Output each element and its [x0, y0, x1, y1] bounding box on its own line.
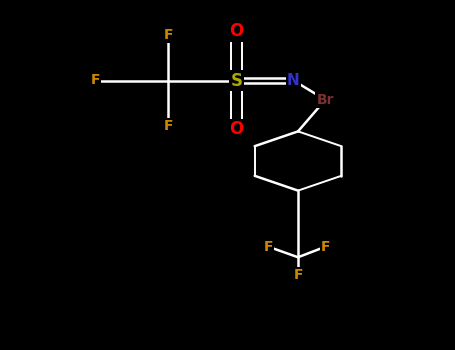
Text: F: F [164, 119, 173, 133]
Text: F: F [293, 268, 303, 282]
Text: F: F [321, 240, 330, 254]
Text: S: S [231, 71, 243, 90]
Text: Br: Br [317, 93, 334, 107]
Text: F: F [91, 74, 100, 88]
Text: F: F [164, 28, 173, 42]
Text: O: O [229, 22, 244, 41]
Text: N: N [287, 73, 300, 88]
Text: F: F [264, 240, 273, 254]
Text: O: O [229, 120, 244, 139]
